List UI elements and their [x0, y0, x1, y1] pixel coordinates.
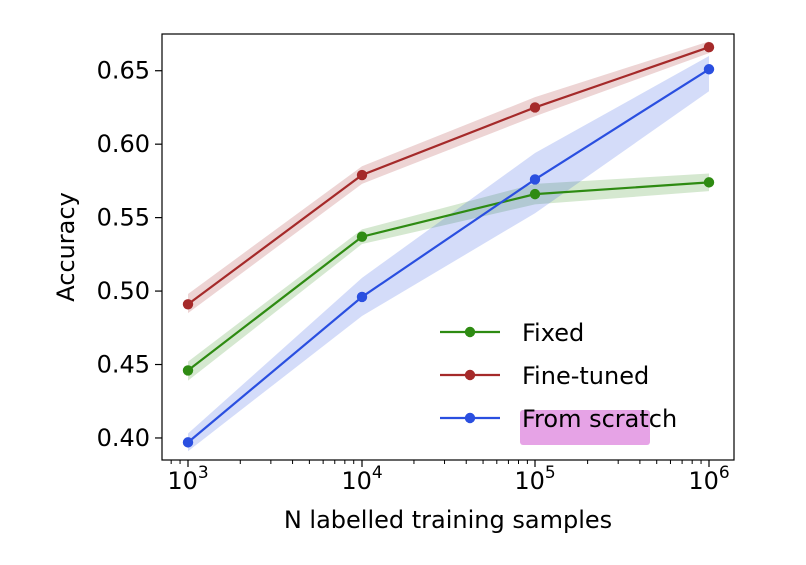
line-series-2 [187, 68, 710, 444]
point-series-2-2 [529, 174, 541, 185]
x-tick-label: 106 [688, 463, 729, 495]
y-axis-title: Accuracy [52, 192, 80, 302]
band-series-1 [188, 41, 709, 314]
point-series-2-0 [182, 437, 194, 448]
y-tick-label: 0.40 [97, 424, 150, 452]
y-tick-label: 0.45 [97, 351, 150, 379]
legend: Fixed Fine-tuned From scratch [440, 319, 677, 433]
legend-label-1: Fine-tuned [522, 362, 649, 390]
legend-highlight [520, 410, 650, 445]
legend-label-2: From scratch [522, 405, 677, 433]
legend-marker-0 [464, 326, 476, 338]
line-series-0 [187, 181, 710, 372]
y-tick-label: 0.55 [97, 204, 150, 232]
legend-label-0: Fixed [522, 319, 584, 347]
series-points [182, 42, 715, 448]
point-series-1-3 [703, 42, 715, 53]
point-series-1-1 [356, 169, 368, 181]
y-tick-label: 0.50 [97, 277, 150, 305]
y-tick-label: 0.65 [97, 57, 150, 85]
point-series-0-3 [703, 177, 715, 188]
legend-marker-1 [464, 369, 476, 381]
y-tick-label: 0.60 [97, 130, 150, 158]
line-series-1 [187, 46, 710, 306]
plot-frame [161, 33, 735, 461]
point-series-0-2 [529, 188, 541, 200]
x-tick-label: 103 [167, 463, 208, 495]
x-tick-label: 105 [514, 463, 555, 495]
x-axis-ticks: 103 104 105 106 [167, 460, 730, 495]
point-series-0-0 [182, 365, 194, 376]
point-series-0-1 [356, 231, 368, 242]
y-axis-ticks: 0.40 0.45 0.50 0.55 0.60 0.65 [97, 57, 162, 452]
point-series-2-3 [703, 64, 715, 75]
x-axis-title: N labelled training samples [284, 506, 612, 534]
series-lines [187, 46, 710, 444]
band-series-2 [188, 56, 709, 452]
point-series-1-2 [529, 102, 541, 113]
point-series-2-1 [356, 291, 368, 303]
x-tick-label: 104 [341, 463, 382, 495]
point-series-1-0 [182, 299, 194, 310]
legend-marker-2 [464, 412, 476, 424]
